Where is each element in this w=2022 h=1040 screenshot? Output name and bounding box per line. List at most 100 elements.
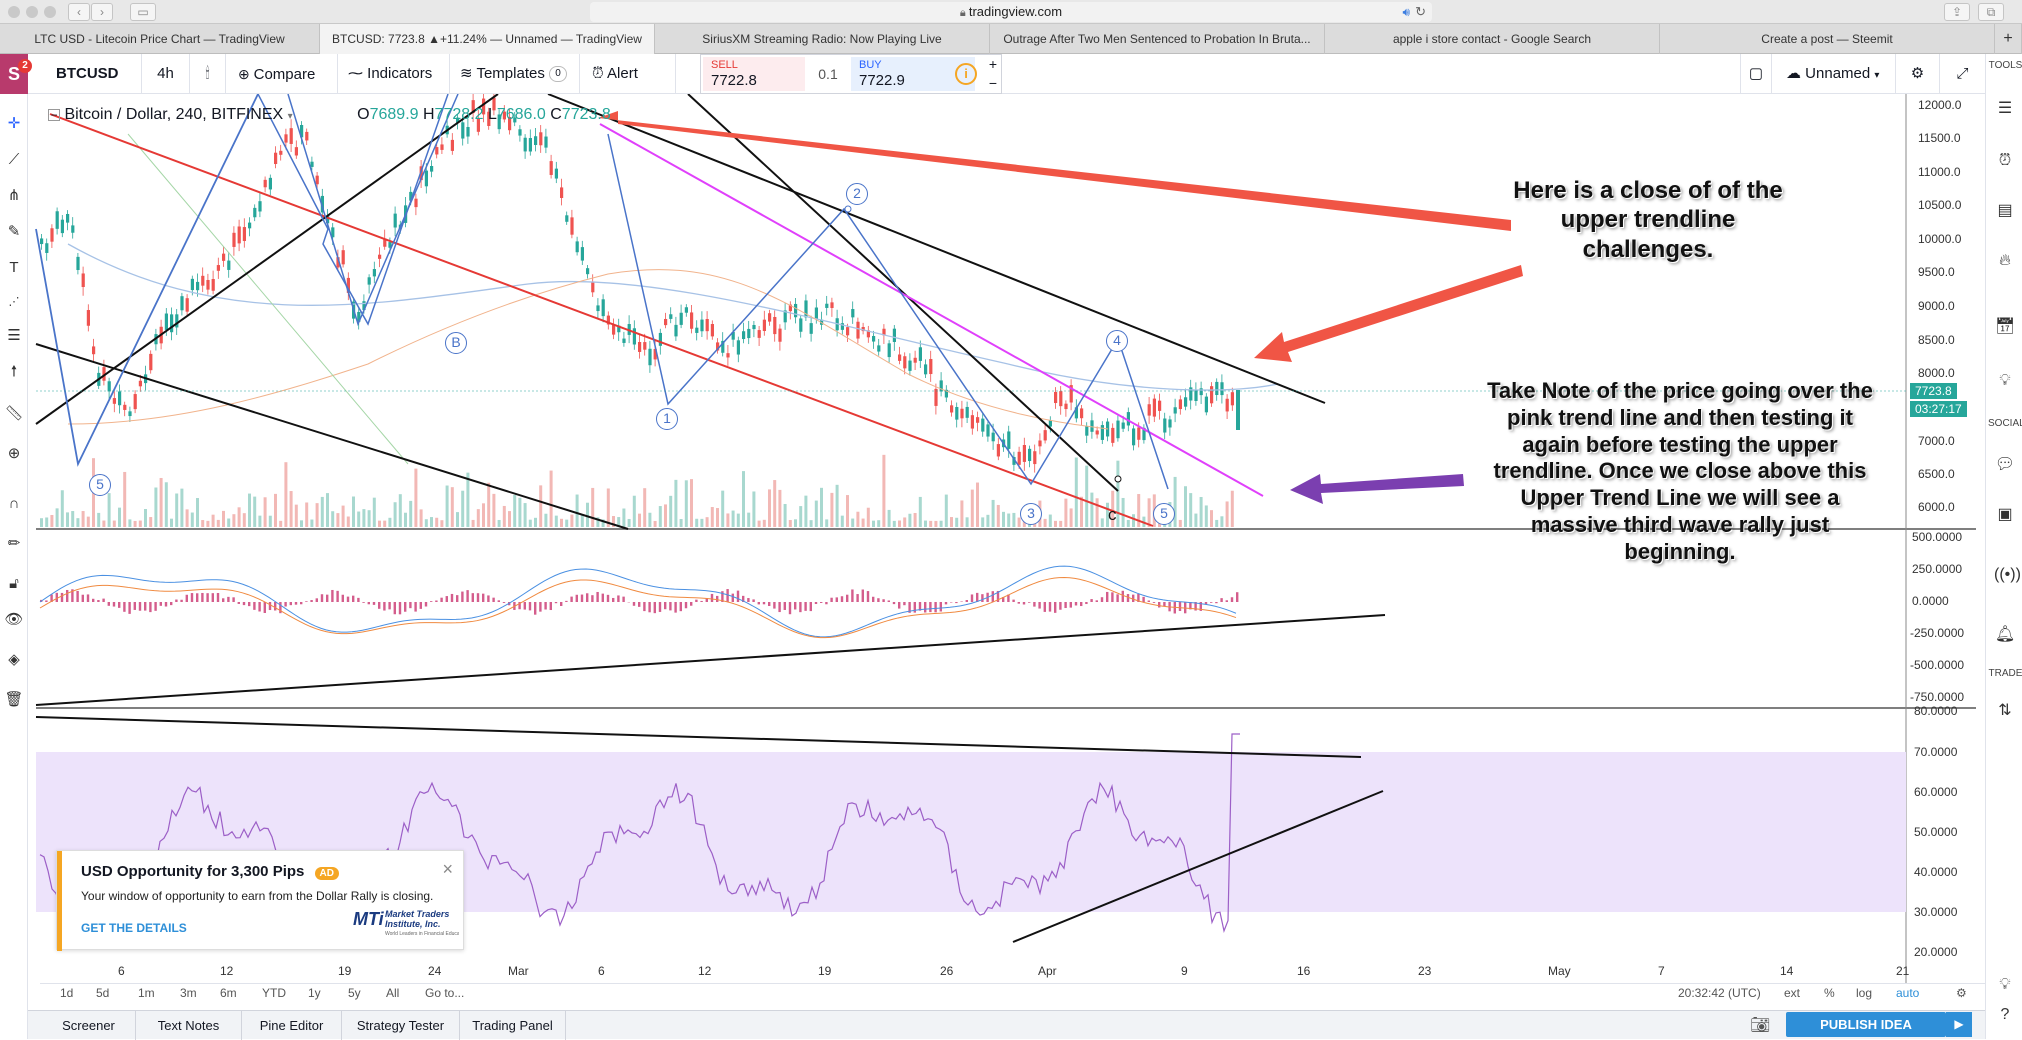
layout-save-button[interactable]: ☁︎ Unnamed ▾ <box>1772 54 1896 94</box>
data-window-icon[interactable]: ▤ <box>1994 200 2016 222</box>
indicators-button[interactable]: ⁓ Indicators <box>338 54 450 94</box>
address-bar[interactable]: 🔒︎ tradingview.com 🔊︎ ↻ <box>590 2 1432 22</box>
ruler-icon[interactable]: 📏︎ <box>4 404 24 424</box>
percent-scale-toggle[interactable]: % <box>1824 986 1835 1000</box>
stay-drawing-icon[interactable]: ✏︎ <box>4 534 24 554</box>
range-5y[interactable]: 5y <box>348 986 361 1000</box>
browser-tab[interactable]: SiriusXM Streaming Radio: Now Playing Li… <box>655 24 990 54</box>
macd-histogram-bar <box>773 602 775 609</box>
publish-idea-button[interactable]: PUBLISH IDEA <box>1786 1012 1946 1037</box>
help-icon[interactable]: ? <box>1994 1004 2016 1026</box>
gear-icon[interactable]: ⚙︎ <box>1896 54 1940 94</box>
browser-tab[interactable]: Outrage After Two Men Sentenced to Proba… <box>990 24 1325 54</box>
brush-icon[interactable]: ✎ <box>4 222 24 242</box>
alert-button[interactable]: ⏰︎ Alert <box>580 54 676 94</box>
ideas-bulb-icon[interactable]: 💡︎ <box>1994 370 2016 392</box>
ohlc-close: 7723.8 <box>562 106 611 123</box>
window-minimize-button[interactable] <box>26 6 38 18</box>
range-6m[interactable]: 6m <box>220 986 237 1000</box>
series-title[interactable]: Bitcoin / Dollar, 240, BITFINEX <box>64 106 283 123</box>
chevron-down-icon[interactable]: ▾ <box>288 111 293 122</box>
range-1m[interactable]: 1m <box>138 986 155 1000</box>
range-1y[interactable]: 1y <box>308 986 321 1000</box>
symbol-search-button[interactable]: BTCUSD <box>42 54 142 94</box>
gear-icon[interactable]: ⚙︎ <box>1956 986 1967 1000</box>
chat-icon[interactable]: 💬︎ <box>1994 454 2016 476</box>
share-icon[interactable]: ⇪ <box>1944 3 1970 21</box>
new-tab-button[interactable]: + <box>1995 24 2022 54</box>
magnet-icon[interactable]: ∩ <box>4 494 24 514</box>
watchlist-icon[interactable]: ☰ <box>1994 98 2016 120</box>
range-all[interactable]: All <box>386 986 399 1000</box>
private-chat-icon[interactable]: ▣ <box>1994 504 2016 526</box>
expand-icon[interactable]: ⤢ <box>1940 54 1985 94</box>
templates-button[interactable]: ≋ Templates 0 <box>450 54 580 94</box>
ad-cta-link[interactable]: GET THE DETAILS <box>81 921 187 935</box>
crosshair-icon[interactable]: ✛ <box>4 114 24 134</box>
macd-histogram-bar <box>659 602 661 612</box>
tab-trading-panel[interactable]: Trading Panel <box>460 1011 566 1040</box>
window-close-button[interactable] <box>8 6 20 18</box>
window-zoom-button[interactable] <box>44 6 56 18</box>
eye-icon[interactable]: 👁︎ <box>4 610 24 630</box>
tab-screener[interactable]: Screener <box>42 1011 136 1040</box>
prediction-icon[interactable]: ☰ <box>4 326 24 346</box>
sidebar-toggle-icon[interactable]: ▭ <box>130 3 156 21</box>
fullscreen-square-icon[interactable]: ▢ <box>1740 54 1772 94</box>
play-icon[interactable]: ▶ <box>1946 1012 1972 1037</box>
goto-date-button[interactable]: Go to... <box>425 986 464 1000</box>
notification-bell-icon[interactable]: 🔔︎ <box>1994 624 2016 646</box>
tabs-overview-icon[interactable]: ⧉ <box>1978 3 2004 21</box>
lock-drawings-icon[interactable]: 🔓︎ <box>4 574 24 594</box>
ad-close-button[interactable]: × <box>442 859 453 880</box>
decrease-qty-button[interactable]: − <box>985 74 1001 93</box>
interval-button[interactable]: 4h <box>142 54 190 94</box>
candles-style-icon[interactable]: 🕯︎ <box>190 54 226 94</box>
quantity-field[interactable]: 0.1 <box>805 57 851 91</box>
sell-button[interactable]: SELL 7722.8 <box>703 57 805 91</box>
lightbulb-help-icon[interactable]: 💡︎ <box>1994 974 2016 996</box>
browser-tab[interactable]: apple i store contact - Google Search <box>1325 24 1660 54</box>
trend-line-icon[interactable]: ⟋ <box>4 150 24 170</box>
legend-toggle-icon[interactable]: − <box>48 109 60 121</box>
alarm-clock-icon[interactable]: ⏰︎ <box>1994 150 2016 172</box>
layers-icon[interactable]: ◈ <box>4 650 24 670</box>
volume-bar <box>1200 497 1203 527</box>
browser-tab-active[interactable]: BTCUSD: 7723.8 ▲+11.24% — Unnamed — Trad… <box>320 24 655 54</box>
info-icon[interactable]: i <box>955 63 977 85</box>
auto-scale-toggle[interactable]: auto <box>1896 986 1919 1000</box>
volume-bar <box>1018 518 1021 527</box>
browser-tab[interactable]: LTC USD - Litecoin Price Chart — Trading… <box>0 24 320 54</box>
tab-text-notes[interactable]: Text Notes <box>136 1011 242 1040</box>
back-arrow-icon[interactable]: ‹ <box>68 3 90 21</box>
compare-button[interactable]: ⊕ Compare <box>226 54 338 94</box>
volume-bar <box>232 514 235 527</box>
tab-strategy-tester[interactable]: Strategy Tester <box>342 1011 460 1040</box>
camera-icon[interactable]: 📷︎ <box>1750 1015 1770 1035</box>
log-scale-toggle[interactable]: log <box>1856 986 1872 1000</box>
trash-icon[interactable]: 🗑︎ <box>4 690 24 710</box>
text-icon[interactable]: T <box>4 258 24 278</box>
forward-arrow-icon[interactable]: › <box>91 3 113 21</box>
tab-pine-editor[interactable]: Pine Editor <box>242 1011 342 1040</box>
hotlist-flame-icon[interactable]: 🔥︎ <box>1994 250 2016 272</box>
utc-clock[interactable]: 20:32:42 (UTC) <box>1678 986 1761 1000</box>
pitchfork-icon[interactable]: ⋔ <box>4 186 24 206</box>
zoom-in-icon[interactable]: ⊕ <box>4 444 24 464</box>
trading-panel-icon[interactable]: ⇅ <box>1994 700 2016 722</box>
browser-tab[interactable]: Create a post — Steemit <box>1660 24 1995 54</box>
ad-banner[interactable]: USD Opportunity for 3,300 Pips AD × Your… <box>56 850 464 950</box>
ext-hours-toggle[interactable]: ext <box>1784 986 1800 1000</box>
reload-icon[interactable]: ↻ <box>1415 2 1426 22</box>
increase-qty-button[interactable]: + <box>985 55 1001 74</box>
range-5d[interactable]: 5d <box>96 986 109 1000</box>
streams-icon[interactable]: ((•)) <box>1994 564 2016 586</box>
pattern-icon[interactable]: ⋰ <box>4 292 24 312</box>
range-ytd[interactable]: YTD <box>262 986 286 1000</box>
range-3m[interactable]: 3m <box>180 986 197 1000</box>
calendar-icon[interactable]: 📅︎ <box>1994 316 2016 338</box>
pin-arrow-icon[interactable]: 🠕 <box>4 362 24 382</box>
speaker-icon[interactable]: 🔊︎ <box>1402 2 1410 22</box>
range-1d[interactable]: 1d <box>60 986 73 1000</box>
